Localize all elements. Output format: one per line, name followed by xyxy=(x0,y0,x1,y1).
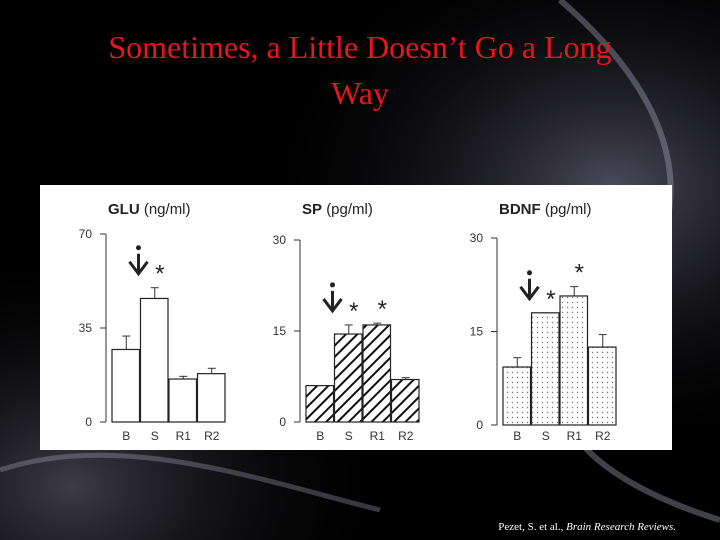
y-tick-label: 0 xyxy=(85,415,92,429)
y-tick-label: 70 xyxy=(79,227,93,241)
x-tick-label: R2 xyxy=(595,429,611,443)
significance-mark: * xyxy=(349,298,358,325)
chart-title-unit: (pg/ml) xyxy=(326,201,373,218)
bar xyxy=(139,297,169,423)
stimulus-dot xyxy=(136,245,141,251)
x-tick-label: B xyxy=(122,429,130,443)
x-tick-label: R2 xyxy=(204,429,220,443)
bar xyxy=(168,378,198,423)
y-tick-label: 35 xyxy=(79,321,93,335)
bar xyxy=(333,333,363,423)
citation: Pezet, S. et al., Brain Research Reviews… xyxy=(498,521,676,533)
bar xyxy=(502,366,532,426)
significance-mark: * xyxy=(155,261,164,288)
bar xyxy=(305,385,335,423)
y-tick-label: 0 xyxy=(476,418,483,432)
x-tick-label: R2 xyxy=(398,429,414,443)
x-tick-label: R1 xyxy=(176,429,192,443)
x-tick-label: B xyxy=(513,429,521,443)
bar xyxy=(362,324,392,423)
citation-journal: Brain Research Reviews. xyxy=(566,521,676,533)
stimulus-arrow xyxy=(128,253,149,277)
chart-title-name: SP xyxy=(302,201,322,218)
x-tick-label: R1 xyxy=(370,429,386,443)
smoke-wisp xyxy=(0,452,381,513)
chart-title: BDNF (pg/ml) xyxy=(499,201,592,218)
significance-mark: * xyxy=(378,296,387,323)
bar xyxy=(196,373,226,423)
y-tick-label: 0 xyxy=(279,415,286,429)
slide-title: Sometimes, a Little Doesn’t Go a Long xyxy=(108,29,611,65)
x-tick-label: S xyxy=(345,429,353,443)
x-tick-label: S xyxy=(151,429,159,443)
y-tick-label: 30 xyxy=(470,231,484,245)
stimulus-arrow xyxy=(519,278,540,302)
bar xyxy=(111,348,141,423)
significance-mark: * xyxy=(575,260,584,287)
bar xyxy=(530,312,560,426)
stimulus-dot xyxy=(527,270,532,276)
y-tick-label: 15 xyxy=(470,325,484,339)
bar xyxy=(587,346,617,426)
citation-authors: Pezet, S. et al., xyxy=(498,521,563,533)
chart-title-name: GLU xyxy=(108,201,140,218)
y-tick-label: 30 xyxy=(273,233,287,247)
chart-title: GLU (ng/ml) xyxy=(108,201,191,218)
stimulus-arrow xyxy=(322,290,343,314)
stimulus-dot xyxy=(330,282,335,288)
chart-title-name: BDNF xyxy=(499,201,541,218)
x-tick-label: S xyxy=(542,429,550,443)
significance-mark: * xyxy=(546,286,555,313)
bar xyxy=(390,378,420,423)
y-tick-label: 15 xyxy=(273,324,287,338)
chart-title-unit: (ng/ml) xyxy=(144,201,191,218)
chart-title: SP (pg/ml) xyxy=(302,201,373,218)
slide-title: Way xyxy=(331,75,389,111)
chart-title-unit: (pg/ml) xyxy=(545,201,592,218)
bar xyxy=(559,295,589,426)
x-tick-label: B xyxy=(316,429,324,443)
x-tick-label: R1 xyxy=(567,429,583,443)
